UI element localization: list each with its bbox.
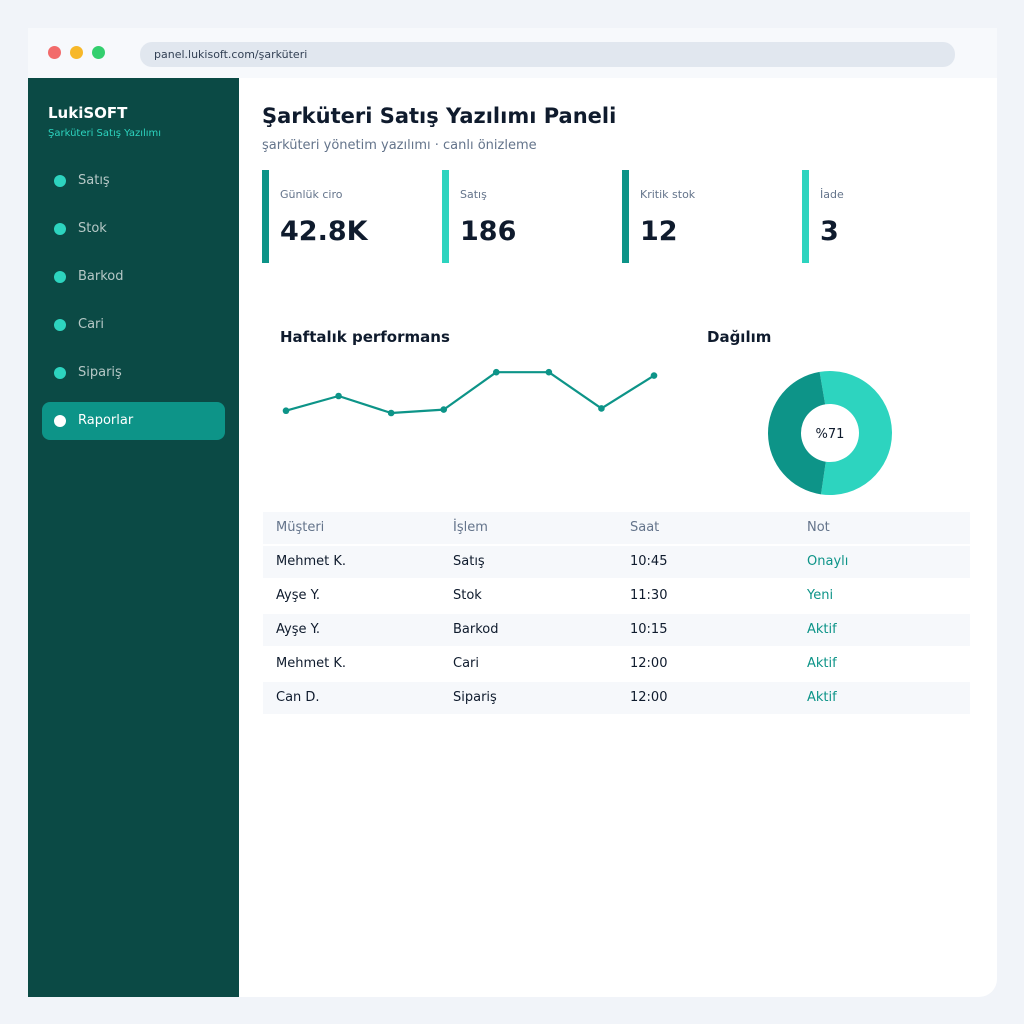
nav-dot-icon — [54, 367, 66, 379]
kpi-accent-bar — [622, 170, 629, 263]
page-title: Şarküteri Satış Yazılımı Paneli — [262, 104, 617, 128]
kpi-accent-bar — [262, 170, 269, 263]
time-cell: 10:45 — [630, 554, 668, 569]
operation-cell: Barkod — [453, 622, 499, 637]
operation-cell: Satış — [453, 554, 485, 569]
column-header: Not — [807, 520, 830, 535]
kpi-value: 3 — [820, 216, 839, 247]
operation-cell: Cari — [453, 656, 479, 671]
status-cell: Yeni — [807, 588, 834, 603]
sidebar-item-cari[interactable]: Cari — [42, 306, 225, 344]
status-cell: Aktif — [807, 622, 837, 637]
address-bar[interactable]: panel.lukisoft.com/şarküteri — [140, 42, 955, 67]
maximize-window-button[interactable] — [92, 46, 105, 59]
table-row[interactable]: Ayşe Y. Barkod 10:15 Aktif — [263, 614, 970, 646]
customer-cell: Ayşe Y. — [276, 588, 321, 603]
browser-titlebar: panel.lukisoft.com/şarküteri — [28, 28, 997, 78]
line-chart — [282, 368, 658, 417]
customer-cell: Mehmet K. — [276, 656, 347, 671]
kpi-value: 186 — [460, 216, 517, 247]
line-point — [440, 406, 448, 413]
donut-slice — [819, 371, 892, 495]
sidebar-item-label: Stok — [78, 221, 107, 236]
donut-center-label: %71 — [816, 427, 845, 442]
kpi-accent-bar — [442, 170, 449, 263]
nav-dot-icon — [54, 415, 66, 427]
line-point — [598, 405, 605, 412]
sidebar-item-barkod[interactable]: Barkod — [42, 258, 225, 296]
customer-cell: Ayşe Y. — [276, 622, 321, 637]
sidebar-item-label: Sipariş — [78, 365, 122, 380]
line-point — [492, 368, 500, 376]
kpi-card-iade: İade 3 — [802, 170, 972, 263]
kpi-card-satis: Satış 186 — [442, 170, 612, 263]
time-cell: 10:15 — [630, 622, 668, 637]
sidebar-item-raporlar[interactable]: Raporlar — [42, 402, 225, 440]
column-header: Saat — [630, 520, 660, 535]
customer-cell: Can D. — [276, 690, 320, 705]
sidebar-item-label: Cari — [78, 317, 104, 332]
operation-cell: Stok — [453, 588, 482, 603]
page-subtitle: şarküteri yönetim yazılımı · canlı önizl… — [262, 138, 537, 153]
column-header: Müşteri — [276, 520, 325, 535]
nav-dot-icon — [54, 271, 66, 283]
sidebar-item-label: Raporlar — [78, 413, 134, 428]
kpi-accent-bar — [802, 170, 809, 263]
close-window-button[interactable] — [48, 46, 61, 59]
kpi-label: Satış — [460, 188, 487, 201]
minimize-window-button[interactable] — [70, 46, 83, 59]
status-cell: Onaylı — [807, 554, 849, 569]
sidebar-item-stok[interactable]: Stok — [42, 210, 225, 248]
brand-subtitle: Şarküteri Satış Yazılımı — [48, 128, 162, 139]
line-chart-title: Haftalık performans — [280, 328, 450, 346]
donut-chart: %71 — [767, 371, 892, 495]
nav-dot-icon — [54, 319, 66, 331]
table-row[interactable]: Can D. Sipariş 12:00 Aktif — [263, 682, 970, 714]
sidebar: LukiSOFT Şarküteri Satış Yazılımı Satış … — [28, 78, 239, 997]
donut-chart-title: Dağılım — [707, 328, 772, 346]
kpi-label: Kritik stok — [640, 188, 696, 201]
kpi-label: İade — [820, 188, 844, 201]
brand-name: LukiSOFT — [48, 104, 128, 122]
time-cell: 12:00 — [630, 690, 668, 705]
main-content: Şarküteri Satış Yazılımı Paneli şarküter… — [239, 78, 997, 997]
donut-slice — [767, 371, 826, 495]
sidebar-item-siparis[interactable]: Sipariş — [42, 354, 225, 392]
column-header: İşlem — [453, 520, 488, 535]
sidebar-item-label: Barkod — [78, 269, 124, 284]
status-cell: Aktif — [807, 656, 837, 671]
kpi-value: 12 — [640, 216, 678, 247]
sidebar-item-label: Satış — [78, 173, 110, 188]
time-cell: 11:30 — [630, 588, 668, 603]
kpi-card-kritik-stok: Kritik stok 12 — [622, 170, 792, 263]
status-cell: Aktif — [807, 690, 837, 705]
table-row[interactable]: Mehmet K. Cari 12:00 Aktif — [263, 648, 970, 680]
table-row[interactable]: Ayşe Y. Stok 11:30 Yeni — [263, 580, 970, 612]
line-point — [335, 392, 342, 400]
operation-cell: Sipariş — [453, 690, 497, 705]
browser-window: panel.lukisoft.com/şarküteri LukiSOFT Şa… — [28, 28, 997, 997]
kpi-label: Günlük ciro — [280, 188, 343, 201]
line-point — [282, 407, 290, 415]
customer-cell: Mehmet K. — [276, 554, 347, 569]
sidebar-item-satis[interactable]: Satış — [42, 162, 225, 200]
line-point — [387, 409, 395, 417]
line-point — [545, 368, 553, 376]
line-series — [285, 371, 655, 415]
time-cell: 12:00 — [630, 656, 668, 671]
line-point — [650, 372, 658, 379]
table-row[interactable]: Mehmet K. Satış 10:45 Onaylı — [263, 546, 970, 578]
table-header-row: Müşteri İşlem Saat Not — [263, 512, 970, 544]
kpi-card-gunluk-ciro: Günlük ciro 42.8K — [262, 170, 432, 263]
nav-dot-icon — [54, 175, 66, 187]
nav-dot-icon — [54, 223, 66, 235]
kpi-value: 42.8K — [280, 216, 368, 247]
